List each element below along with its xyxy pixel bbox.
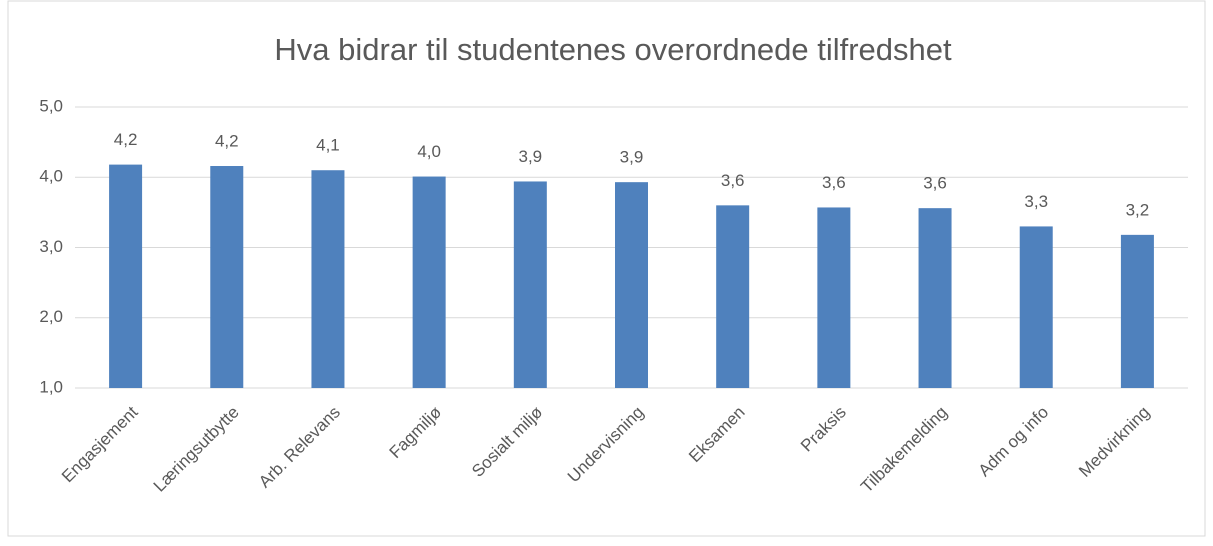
- bar: [918, 208, 952, 388]
- bar: [513, 181, 547, 388]
- value-label: 3,9: [518, 147, 542, 166]
- y-tick-label: 4,0: [39, 167, 63, 186]
- bar: [412, 176, 446, 388]
- y-tick-label: 3,0: [39, 237, 63, 256]
- bar: [817, 207, 851, 388]
- chart-frame: [7, 0, 1206, 537]
- y-tick-label: 5,0: [39, 96, 63, 115]
- bar: [1019, 226, 1053, 388]
- y-tick-label: 1,0: [39, 377, 63, 396]
- value-label: 3,9: [620, 148, 644, 167]
- value-label: 4,0: [417, 142, 441, 161]
- value-label: 4,2: [114, 130, 138, 149]
- bar: [311, 170, 345, 388]
- y-tick-label: 2,0: [39, 307, 63, 326]
- value-label: 3,6: [923, 174, 947, 193]
- bar: [615, 182, 648, 388]
- bar: [1120, 234, 1154, 388]
- value-label: 3,3: [1024, 192, 1048, 211]
- value-label: 4,1: [316, 136, 340, 155]
- bar: [716, 205, 750, 388]
- value-label: 4,2: [215, 131, 239, 150]
- bar: [210, 166, 244, 388]
- chart-title: Hva bidrar til studentenes overordnede t…: [274, 32, 952, 67]
- value-label: 3,2: [1126, 200, 1150, 219]
- value-label: 3,6: [721, 171, 745, 190]
- value-label: 3,6: [822, 173, 846, 192]
- bar: [109, 164, 143, 388]
